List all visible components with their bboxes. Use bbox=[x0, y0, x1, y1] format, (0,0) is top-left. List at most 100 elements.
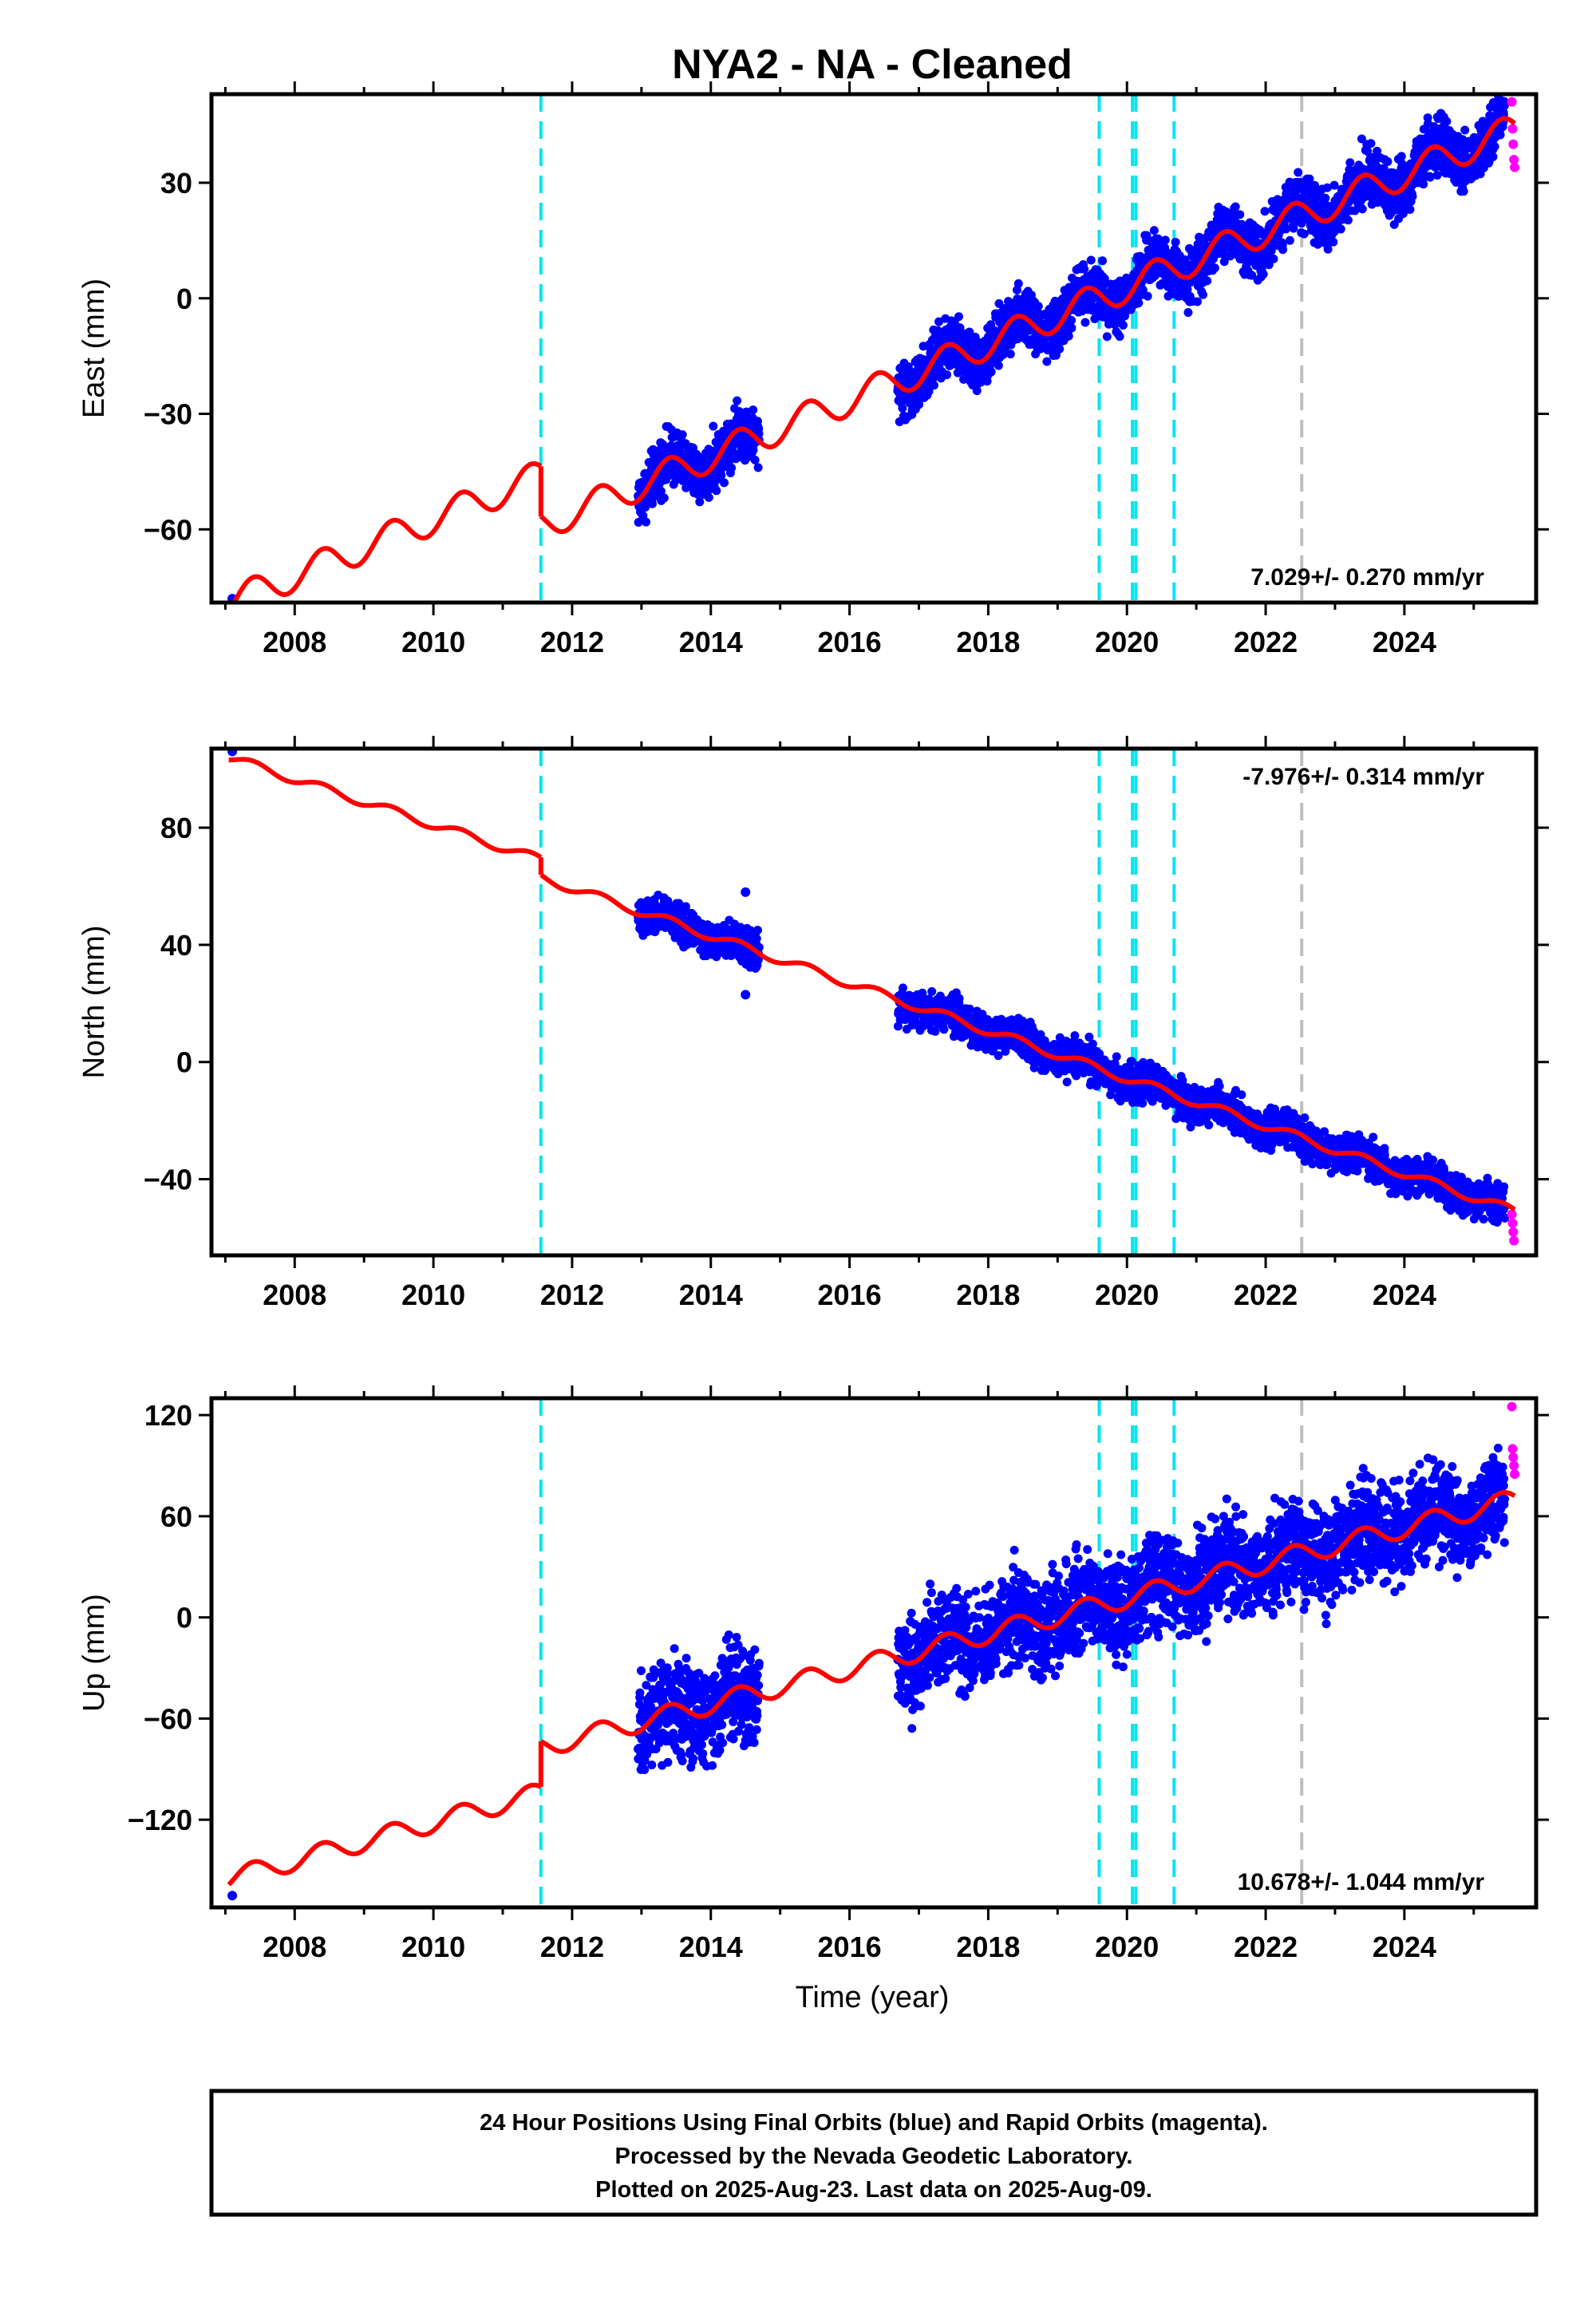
final-point bbox=[704, 492, 713, 502]
final-point bbox=[634, 518, 643, 528]
final-point bbox=[1323, 244, 1333, 254]
final-point bbox=[1495, 130, 1505, 140]
final-point bbox=[1204, 1120, 1214, 1130]
final-point bbox=[1383, 156, 1393, 166]
figure-title: NYA2 - NA - Cleaned bbox=[672, 41, 1073, 88]
final-point bbox=[1294, 168, 1303, 177]
final-point bbox=[647, 499, 657, 508]
final-point bbox=[1363, 147, 1373, 156]
final-point bbox=[750, 455, 760, 464]
final-point bbox=[1500, 101, 1510, 110]
final-point bbox=[955, 323, 965, 333]
final-point bbox=[1490, 142, 1499, 152]
final-point bbox=[717, 470, 726, 480]
final-point bbox=[1366, 139, 1376, 148]
final-point bbox=[1379, 164, 1389, 173]
final-point bbox=[741, 440, 751, 450]
final-point bbox=[1295, 208, 1306, 219]
final-point bbox=[1373, 146, 1382, 156]
final-point bbox=[1329, 180, 1339, 190]
final-point bbox=[1209, 254, 1219, 263]
x-tick-label: 2010 bbox=[401, 626, 465, 658]
y-tick-label: 0 bbox=[176, 283, 192, 315]
final-point bbox=[942, 370, 952, 380]
final-point bbox=[933, 326, 942, 335]
final-point bbox=[1149, 226, 1159, 235]
final-point bbox=[1215, 1081, 1224, 1091]
final-point bbox=[1156, 263, 1167, 273]
final-point bbox=[1005, 350, 1015, 359]
final-point bbox=[1442, 117, 1452, 126]
panel-north: 2008 2010 2012 2014 2016 2018 2020 2022 20248040… bbox=[77, 736, 1549, 1311]
final-point bbox=[972, 386, 982, 396]
rapid-point bbox=[1510, 162, 1520, 172]
x-tick-label: 2014 bbox=[679, 626, 743, 658]
panel-east: 2008 2010 2012 2014 2016 2018 2020 2022 2024300−… bbox=[77, 81, 1549, 658]
model-fit-line bbox=[231, 460, 543, 603]
final-point bbox=[1419, 180, 1428, 189]
final-point bbox=[709, 421, 718, 431]
final-point bbox=[1203, 276, 1212, 286]
final-point bbox=[1143, 291, 1152, 301]
final-point bbox=[642, 517, 651, 527]
final-point bbox=[1042, 357, 1052, 366]
final-point bbox=[898, 403, 907, 413]
final-point bbox=[1432, 171, 1442, 180]
rapid-point bbox=[1507, 124, 1518, 134]
final-point bbox=[1080, 318, 1090, 327]
final-point bbox=[1357, 204, 1367, 214]
final-point bbox=[1134, 298, 1144, 308]
final-point bbox=[1070, 1031, 1080, 1041]
final-point bbox=[705, 474, 716, 484]
final-point bbox=[1171, 237, 1180, 247]
final-point bbox=[1192, 297, 1202, 306]
final-point bbox=[1365, 177, 1375, 188]
final-point bbox=[1198, 290, 1207, 299]
final-point bbox=[965, 327, 974, 337]
final-point bbox=[1269, 254, 1278, 263]
final-point bbox=[1425, 172, 1435, 182]
final-point bbox=[1305, 174, 1314, 184]
x-tick-label: 2012 bbox=[540, 626, 604, 658]
y-tick-label: −30 bbox=[144, 398, 192, 431]
final-point bbox=[1080, 264, 1089, 274]
final-point bbox=[1322, 183, 1332, 192]
final-point bbox=[927, 986, 937, 996]
final-point bbox=[1100, 274, 1109, 283]
plot-area bbox=[227, 94, 1520, 603]
rapid-point bbox=[1507, 97, 1517, 107]
final-point bbox=[1247, 271, 1257, 280]
final-point bbox=[659, 493, 669, 503]
final-point bbox=[1260, 207, 1270, 216]
final-point bbox=[1138, 1098, 1148, 1108]
final-point bbox=[636, 482, 646, 492]
final-point bbox=[1138, 285, 1148, 294]
final-point bbox=[1183, 308, 1193, 318]
x-tick-label: 2024 bbox=[1373, 626, 1436, 658]
x-tick-label: 2018 bbox=[956, 626, 1020, 658]
plot-area bbox=[227, 749, 1519, 1255]
y-axis-label: East (mm) bbox=[77, 279, 111, 418]
y-tick-label: 30 bbox=[160, 167, 192, 200]
final-point bbox=[1067, 315, 1077, 325]
final-point bbox=[752, 934, 761, 943]
final-point bbox=[994, 1051, 1003, 1061]
final-point bbox=[1145, 1058, 1155, 1068]
x-tick-label: 2022 bbox=[1234, 626, 1298, 658]
final-point bbox=[1299, 229, 1309, 239]
final-point bbox=[656, 486, 666, 496]
final-point bbox=[939, 1025, 949, 1034]
final-point bbox=[934, 317, 944, 326]
final-point bbox=[1084, 1032, 1094, 1041]
final-point bbox=[1408, 192, 1417, 201]
final-point bbox=[1219, 257, 1229, 267]
final-point bbox=[727, 463, 737, 472]
final-point bbox=[678, 430, 687, 440]
final-point bbox=[1029, 1063, 1039, 1073]
final-point bbox=[994, 361, 1003, 370]
final-point bbox=[1115, 332, 1124, 342]
final-point bbox=[1282, 224, 1291, 234]
final-point bbox=[1329, 237, 1338, 247]
model-fit-line bbox=[539, 116, 1517, 535]
